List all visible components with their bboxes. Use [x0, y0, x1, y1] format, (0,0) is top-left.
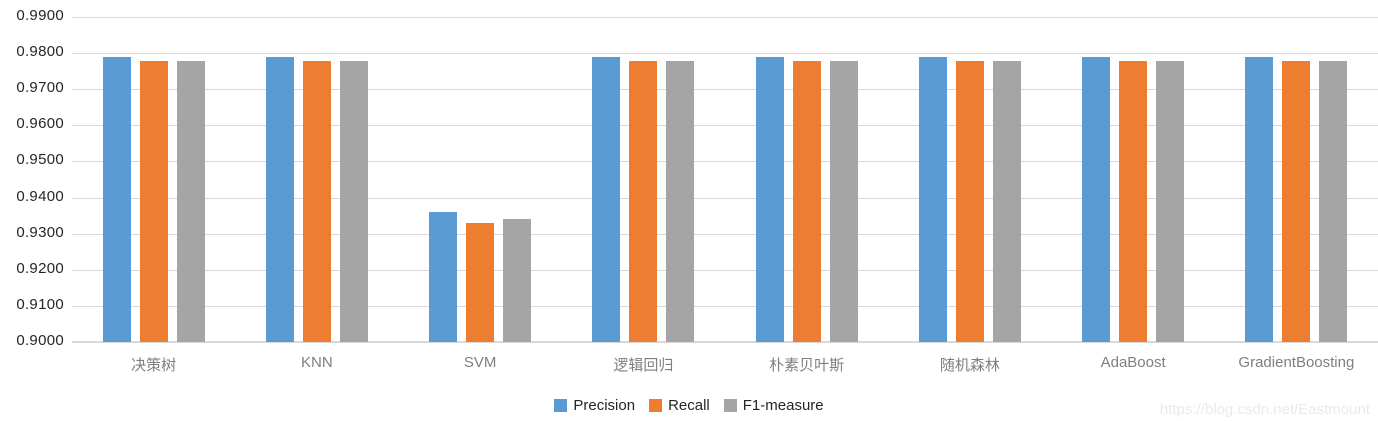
bar-recall-7: [1119, 61, 1148, 342]
y-gridline: [72, 269, 1378, 271]
y-tick-label: 0.9700: [16, 79, 64, 97]
y-tick-label: 0.9600: [16, 115, 64, 133]
bar-f1-measure-7: [1156, 61, 1185, 342]
legend-label: Precision: [573, 397, 636, 414]
x-tick-label: 逻辑回归: [613, 357, 674, 374]
bar-precision-8: [1245, 56, 1274, 342]
legend: Precision Recall F1-measure: [0, 397, 1378, 414]
y-gridline: [72, 17, 1378, 18]
y-gridline: [72, 305, 1378, 307]
bar-recall-5: [792, 61, 821, 342]
x-tick-label: GradientBoosting: [1238, 354, 1355, 371]
bar-precision-6: [918, 56, 947, 342]
legend-swatch-icon: [723, 399, 737, 412]
y-tick-label: 0.9000: [16, 332, 64, 349]
y-tick-label: 0.9900: [16, 7, 64, 24]
bar-recall-4: [629, 61, 658, 342]
legend-swatch-icon: [649, 399, 663, 412]
bar-precision-2: [265, 56, 294, 342]
x-tick-label: AdaBoost: [1100, 354, 1166, 371]
y-gridline: [72, 161, 1378, 163]
bar-precision-3: [429, 212, 458, 342]
x-tick-label: 决策树: [131, 357, 177, 374]
bar-f1-measure-1: [176, 61, 205, 342]
x-axis-line: [72, 341, 1378, 343]
legend-item-precision: Precision: [554, 397, 635, 414]
legend-label: Recall: [668, 397, 710, 414]
bar-f1-measure-5: [829, 61, 858, 342]
x-tick-label: KNN: [301, 354, 333, 371]
legend-item-f1-measure: F1-measure: [723, 397, 824, 414]
bar-f1-measure-8: [1319, 61, 1348, 342]
bar-recall-1: [139, 61, 168, 342]
y-gridline: [72, 89, 1378, 91]
bar-recall-2: [302, 61, 331, 342]
legend-swatch-icon: [554, 399, 568, 412]
bar-precision-1: [102, 56, 131, 342]
bar-f1-measure-3: [503, 219, 532, 342]
bar-recall-8: [1282, 61, 1311, 342]
bar-precision-7: [1082, 56, 1111, 342]
y-tick-label: 0.9100: [16, 295, 64, 313]
y-tick-label: 0.9300: [16, 223, 64, 241]
bar-precision-5: [755, 56, 784, 342]
legend-item-recall: Recall: [649, 397, 710, 414]
bar-f1-measure-4: [666, 61, 695, 342]
y-gridline: [72, 125, 1378, 127]
y-gridline: [72, 53, 1378, 55]
y-tick-label: 0.9800: [16, 43, 64, 61]
watermark: https://blog.csdn.net/Eastmount: [1159, 401, 1370, 418]
y-gridline: [72, 233, 1378, 235]
x-tick-label: SVM: [463, 354, 497, 371]
bar-recall-6: [955, 61, 984, 342]
y-tick-label: 0.9500: [16, 151, 64, 169]
x-tick-label: 朴素贝叶斯: [769, 357, 845, 374]
x-tick-label: 随机森林: [939, 357, 1000, 374]
y-tick-label: 0.9200: [16, 259, 64, 277]
bar-recall-3: [466, 222, 495, 342]
y-tick-label: 0.9400: [16, 187, 64, 205]
bar-precision-4: [592, 56, 621, 342]
bar-f1-measure-6: [992, 61, 1021, 342]
y-gridline: [72, 197, 1378, 199]
bar-f1-measure-2: [339, 61, 368, 342]
legend-label: F1-measure: [742, 397, 824, 414]
